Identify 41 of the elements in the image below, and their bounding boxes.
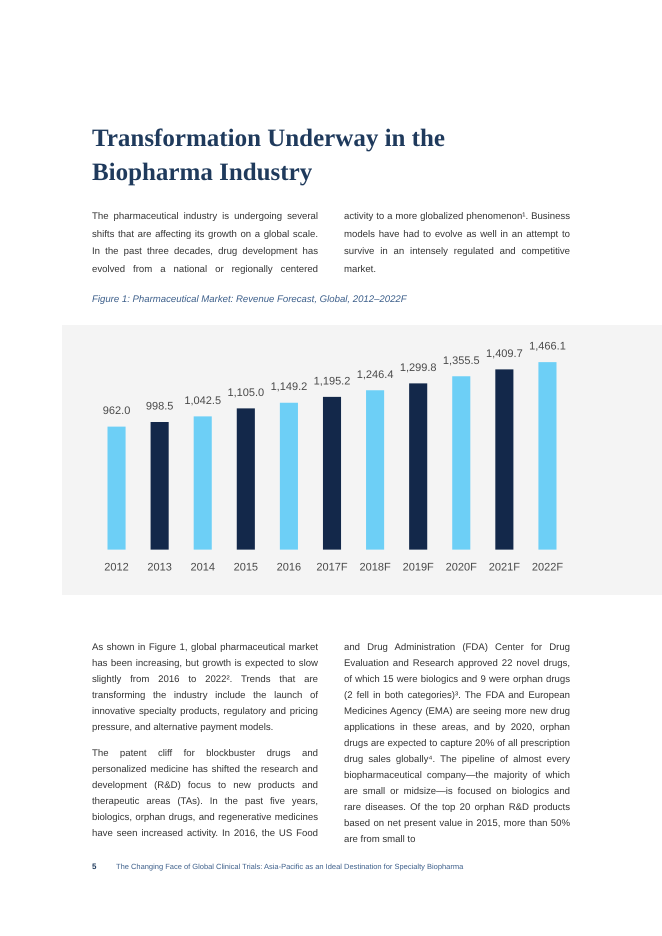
data-label: 1,105.0 [227,386,264,399]
data-label: 1,149.2 [270,381,308,394]
bar [280,402,298,550]
bar [322,396,342,550]
bar [236,408,255,550]
x-tick-label: 2019F [402,561,434,574]
chart-subtitle: Figure 1: Pharmaceutical Market: Revenue Forecast, Global, 2012–2022F [92,294,407,305]
x-tick-label: 2021F [488,561,520,574]
x-tick-label: 2017F [316,561,348,574]
data-label: 1,042.5 [184,394,222,407]
text: activity to a more globalized phenomenon¹. Business models have had to evolve as well in an attempt to survive in an intensely regulated and competitive market. [344,210,570,277]
text: The pharmaceutical industry is undergoing several shifts that are affecting its growth on a global scale. In the past three decades, drug development has evolved from a national or regionally centered [92,210,318,277]
bar [452,376,470,550]
text: As shown in Figure 1, global pharmaceutical market has been increasing, but growth is expected to slow slightly from 2016 to 2022². Trends that are transforming the industry include the launch of innovative specialty products, regulatory and pricing pressure, and alternative payment models. [92,641,318,735]
data-label: 998.5 [146,400,174,413]
bar [194,416,212,550]
text: and Drug Administration (FDA) Center for Drug Evaluation and Research approved 22 novel drugs, of which 15 were biologics and 9 were orphan drugs (2 fell in both categories)³. The FDA and European Medicines Agency (EMA) are seeing more new drug applications in these areas, and by 2020, orphan drugs are expected to capture 20% of all prescription drug sales globally⁴. The pipeline of almost every biopharmaceutical company—the majority of which are small or midsize—is focused on biologics and rare diseases. Of the top 20 orphan R&D products based on net present value in 2015, more than 50% are from small to [344,642,570,845]
data-label: 1,299.8 [400,362,437,374]
data-label: 1,409.7 [486,348,523,360]
bar [107,426,126,550]
x-tick-label: 2013 [147,561,172,574]
x-tick-label: 2022F [532,561,564,574]
x-tick-label: 2016 [276,561,302,574]
bar [366,390,384,550]
bar [409,383,428,550]
data-label: 1,246.4 [356,368,394,381]
x-tick-label: 2018F [359,561,391,574]
x-tick-label: 2014 [190,561,215,574]
data-label: 1,355.5 [442,354,480,367]
bar [150,422,169,550]
data-label: 1,195.2 [314,375,350,388]
data-label: 1,466.1 [529,340,566,353]
text: The patent cliff for blockbuster drugs and personalized medicine has shifted the research and development (R&D) focus to new products and therapeutic areas (TAs). In the past five years, biologics, orphan drugs, and regenerative medicines have seen increased activity. In 2016, the US Food [92,747,318,841]
x-tick-label: 2020F [446,561,478,574]
bar [538,362,557,550]
data-label: 962.0 [102,405,130,418]
chart-title: Transformation Underway in the Biopharma Industry [92,124,446,188]
x-tick-label: 2015 [234,561,258,574]
bar [495,369,514,550]
text: 5 [92,862,96,871]
x-tick-label: 2012 [104,561,129,574]
